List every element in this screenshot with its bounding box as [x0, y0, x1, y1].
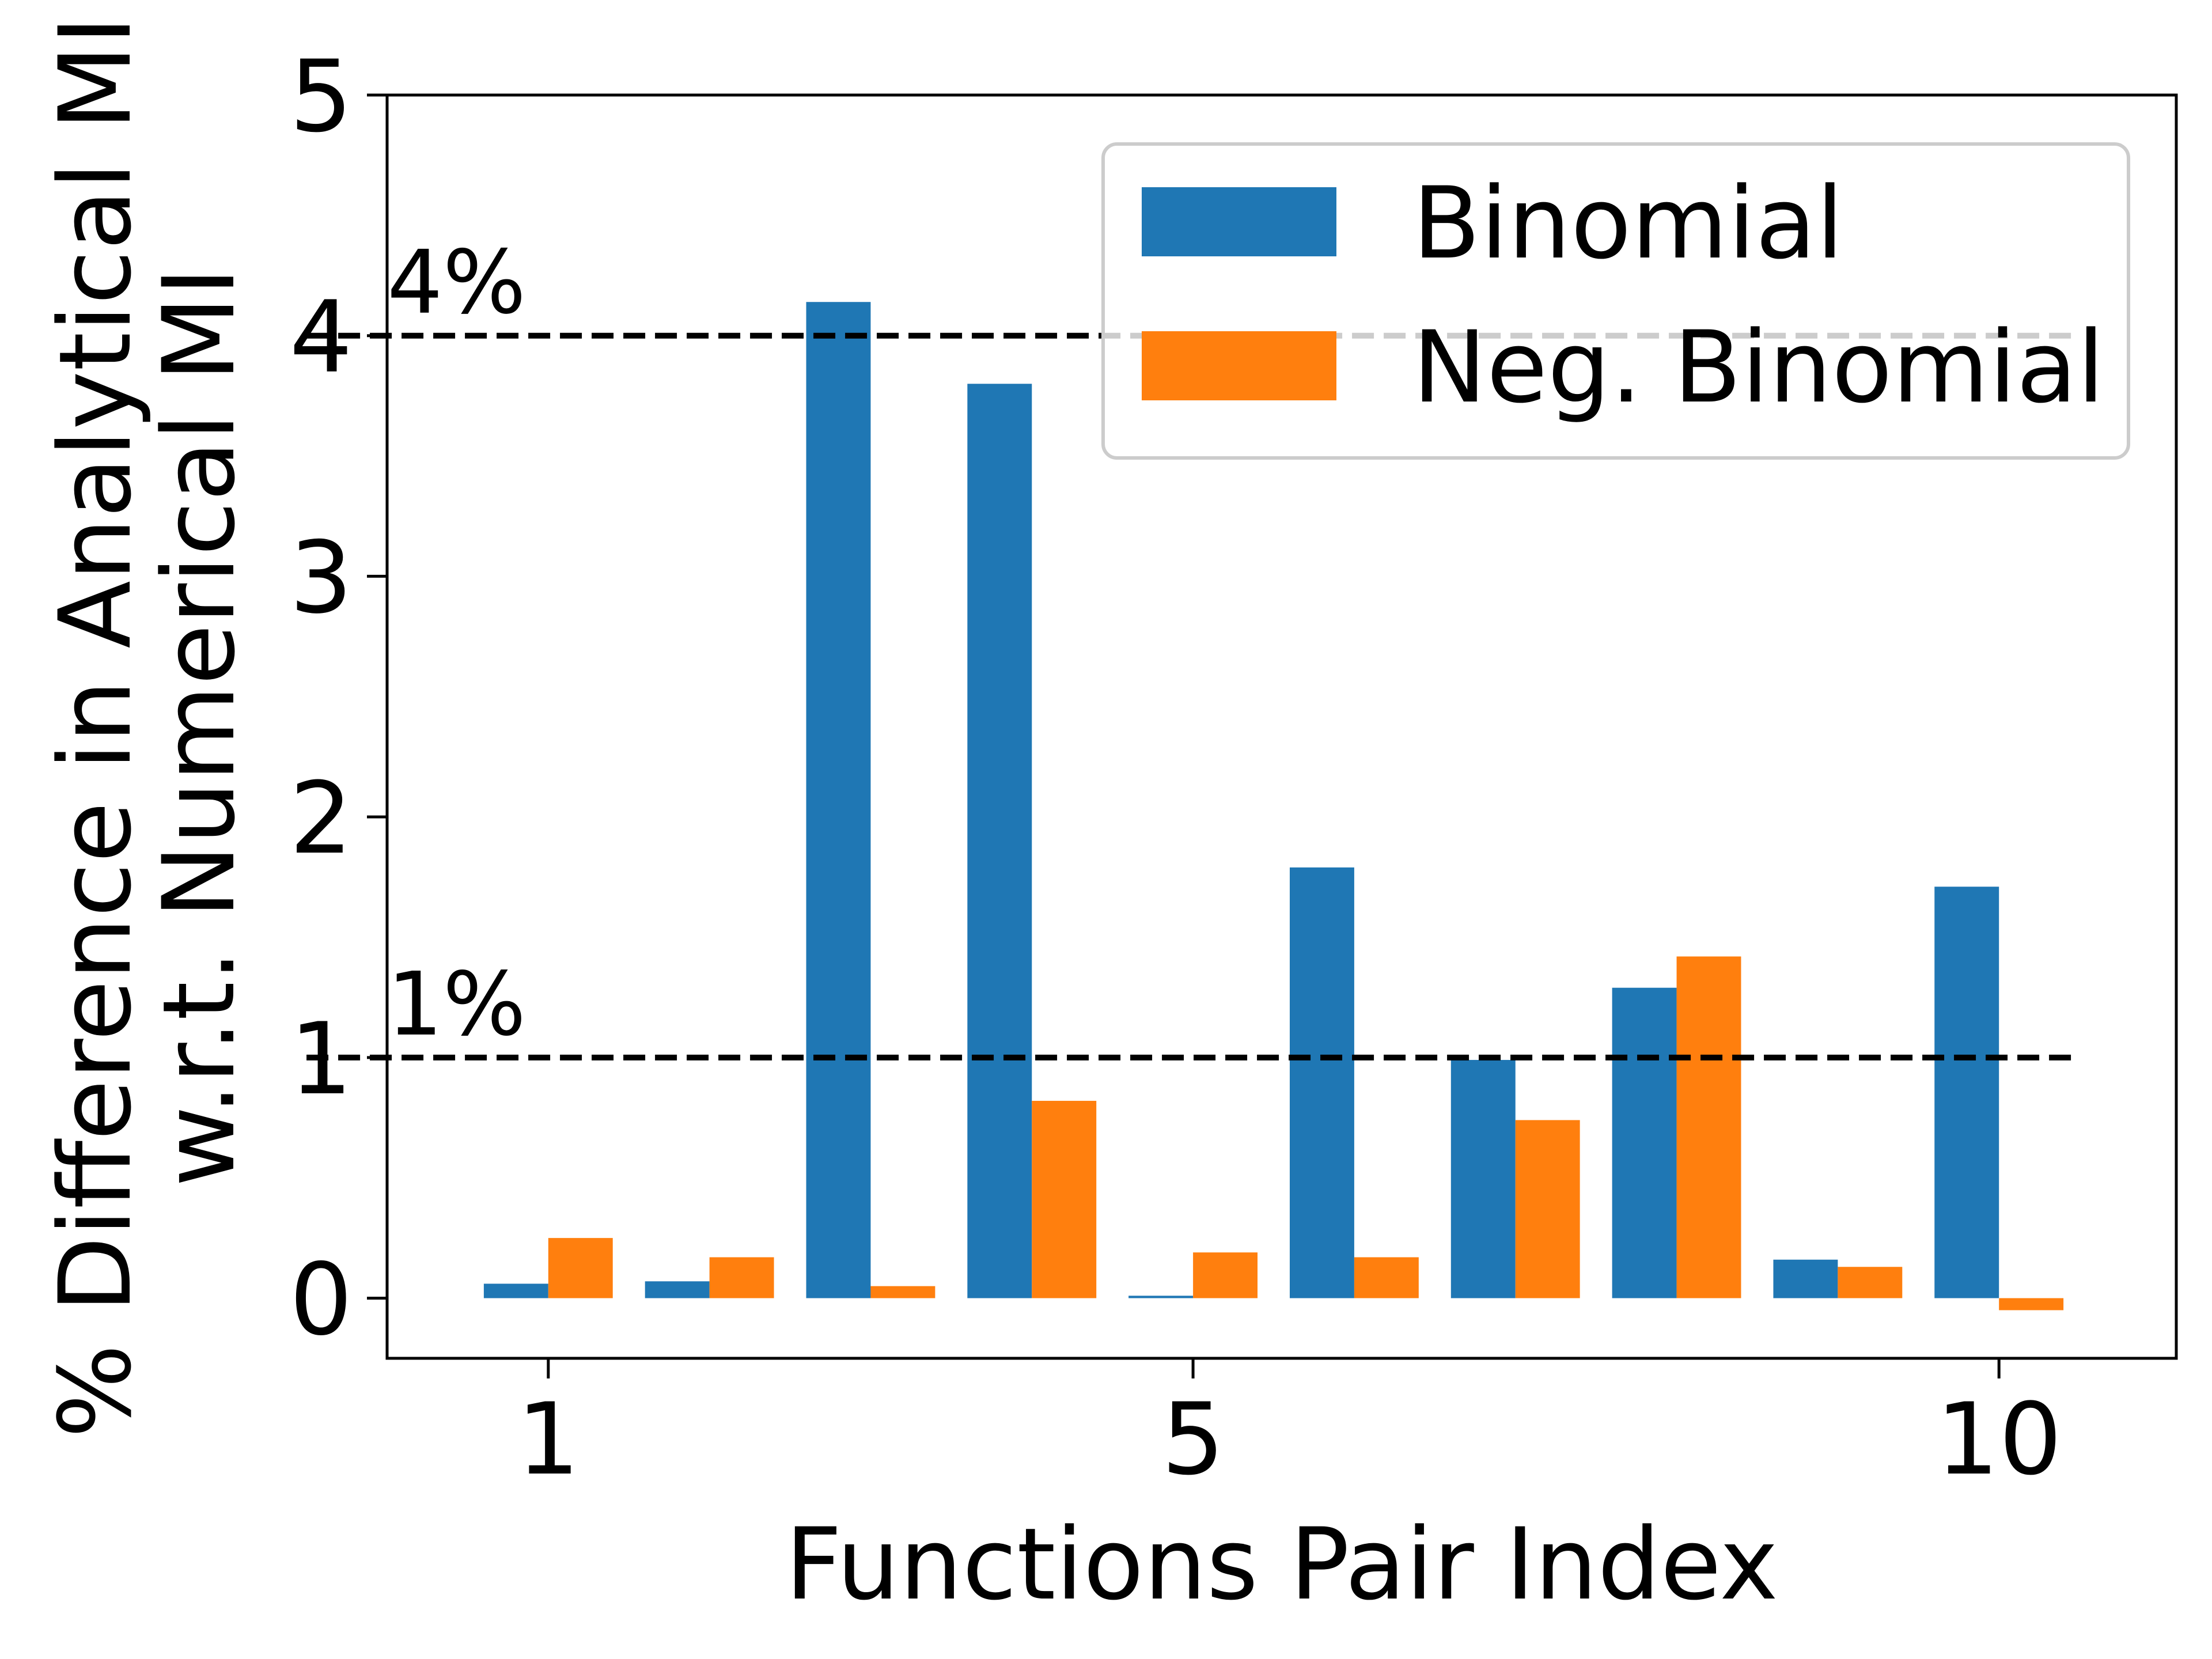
x-ticks-group: 1 5 10: [517, 1358, 2062, 1497]
y-tick-label-4: 4: [290, 279, 353, 395]
x-tick-label-1: 1: [517, 1381, 579, 1497]
y-tick-label-0: 0: [290, 1242, 353, 1358]
bar-neg-binomial-5: [1193, 1252, 1258, 1298]
x-tick-label-5: 5: [1161, 1381, 1224, 1497]
bars-group: [483, 302, 2064, 1310]
x-tick-label-10: 10: [1936, 1381, 2062, 1497]
bar-binomial-6: [1289, 867, 1354, 1298]
y-tick-label-1: 1: [290, 1001, 353, 1117]
bar-binomial-7: [1450, 1060, 1516, 1298]
y-tick-label-3: 3: [290, 520, 353, 635]
bar-binomial-5: [1128, 1296, 1194, 1298]
bar-neg-binomial-3: [870, 1286, 935, 1298]
legend-swatch-1: [1142, 331, 1336, 400]
bar-neg-binomial-4: [1032, 1101, 1097, 1298]
legend-label-1: Neg. Binomial: [1412, 309, 2105, 425]
bar-neg-binomial-8: [1676, 956, 1741, 1298]
bar-binomial-8: [1612, 987, 1677, 1298]
y-tick-label-5: 5: [290, 39, 353, 154]
bar-neg-binomial-1: [548, 1238, 613, 1298]
bar-neg-binomial-7: [1515, 1120, 1580, 1298]
reference-line-label-0: 4%: [387, 232, 526, 334]
y-tick-label-2: 2: [290, 760, 353, 876]
legend: Binomial Neg. Binomial: [1101, 142, 2130, 460]
bar-neg-binomial-6: [1354, 1257, 1419, 1298]
bar-neg-binomial-9: [1838, 1267, 1903, 1298]
plot-frame: [385, 93, 2178, 1360]
bar-binomial-3: [806, 302, 871, 1298]
bar-binomial-1: [483, 1283, 548, 1298]
y-ticks-group: 0 1 2 3 4 5: [290, 39, 387, 1358]
legend-label-0: Binomial: [1412, 165, 1844, 281]
legend-box: [1101, 142, 2130, 460]
reference-lines-group: 4% 1%: [306, 232, 2080, 1060]
legend-swatch-0: [1142, 187, 1336, 256]
bar-binomial-4: [967, 384, 1032, 1298]
reference-line-label-1: 1%: [387, 953, 526, 1055]
x-axis-label: Functions Pair Index: [785, 1506, 1778, 1622]
bar-neg-binomial-2: [709, 1257, 774, 1298]
y-axis-label-line2: w.r.t. Numerical MI: [141, 267, 257, 1187]
bar-neg-binomial-10: [1999, 1298, 2064, 1310]
y-axis-label-line1: % Difference in Analytical MI: [37, 16, 153, 1438]
bar-binomial-10: [1934, 887, 1999, 1298]
bar-binomial-2: [645, 1281, 710, 1298]
bar-binomial-9: [1773, 1259, 1838, 1298]
